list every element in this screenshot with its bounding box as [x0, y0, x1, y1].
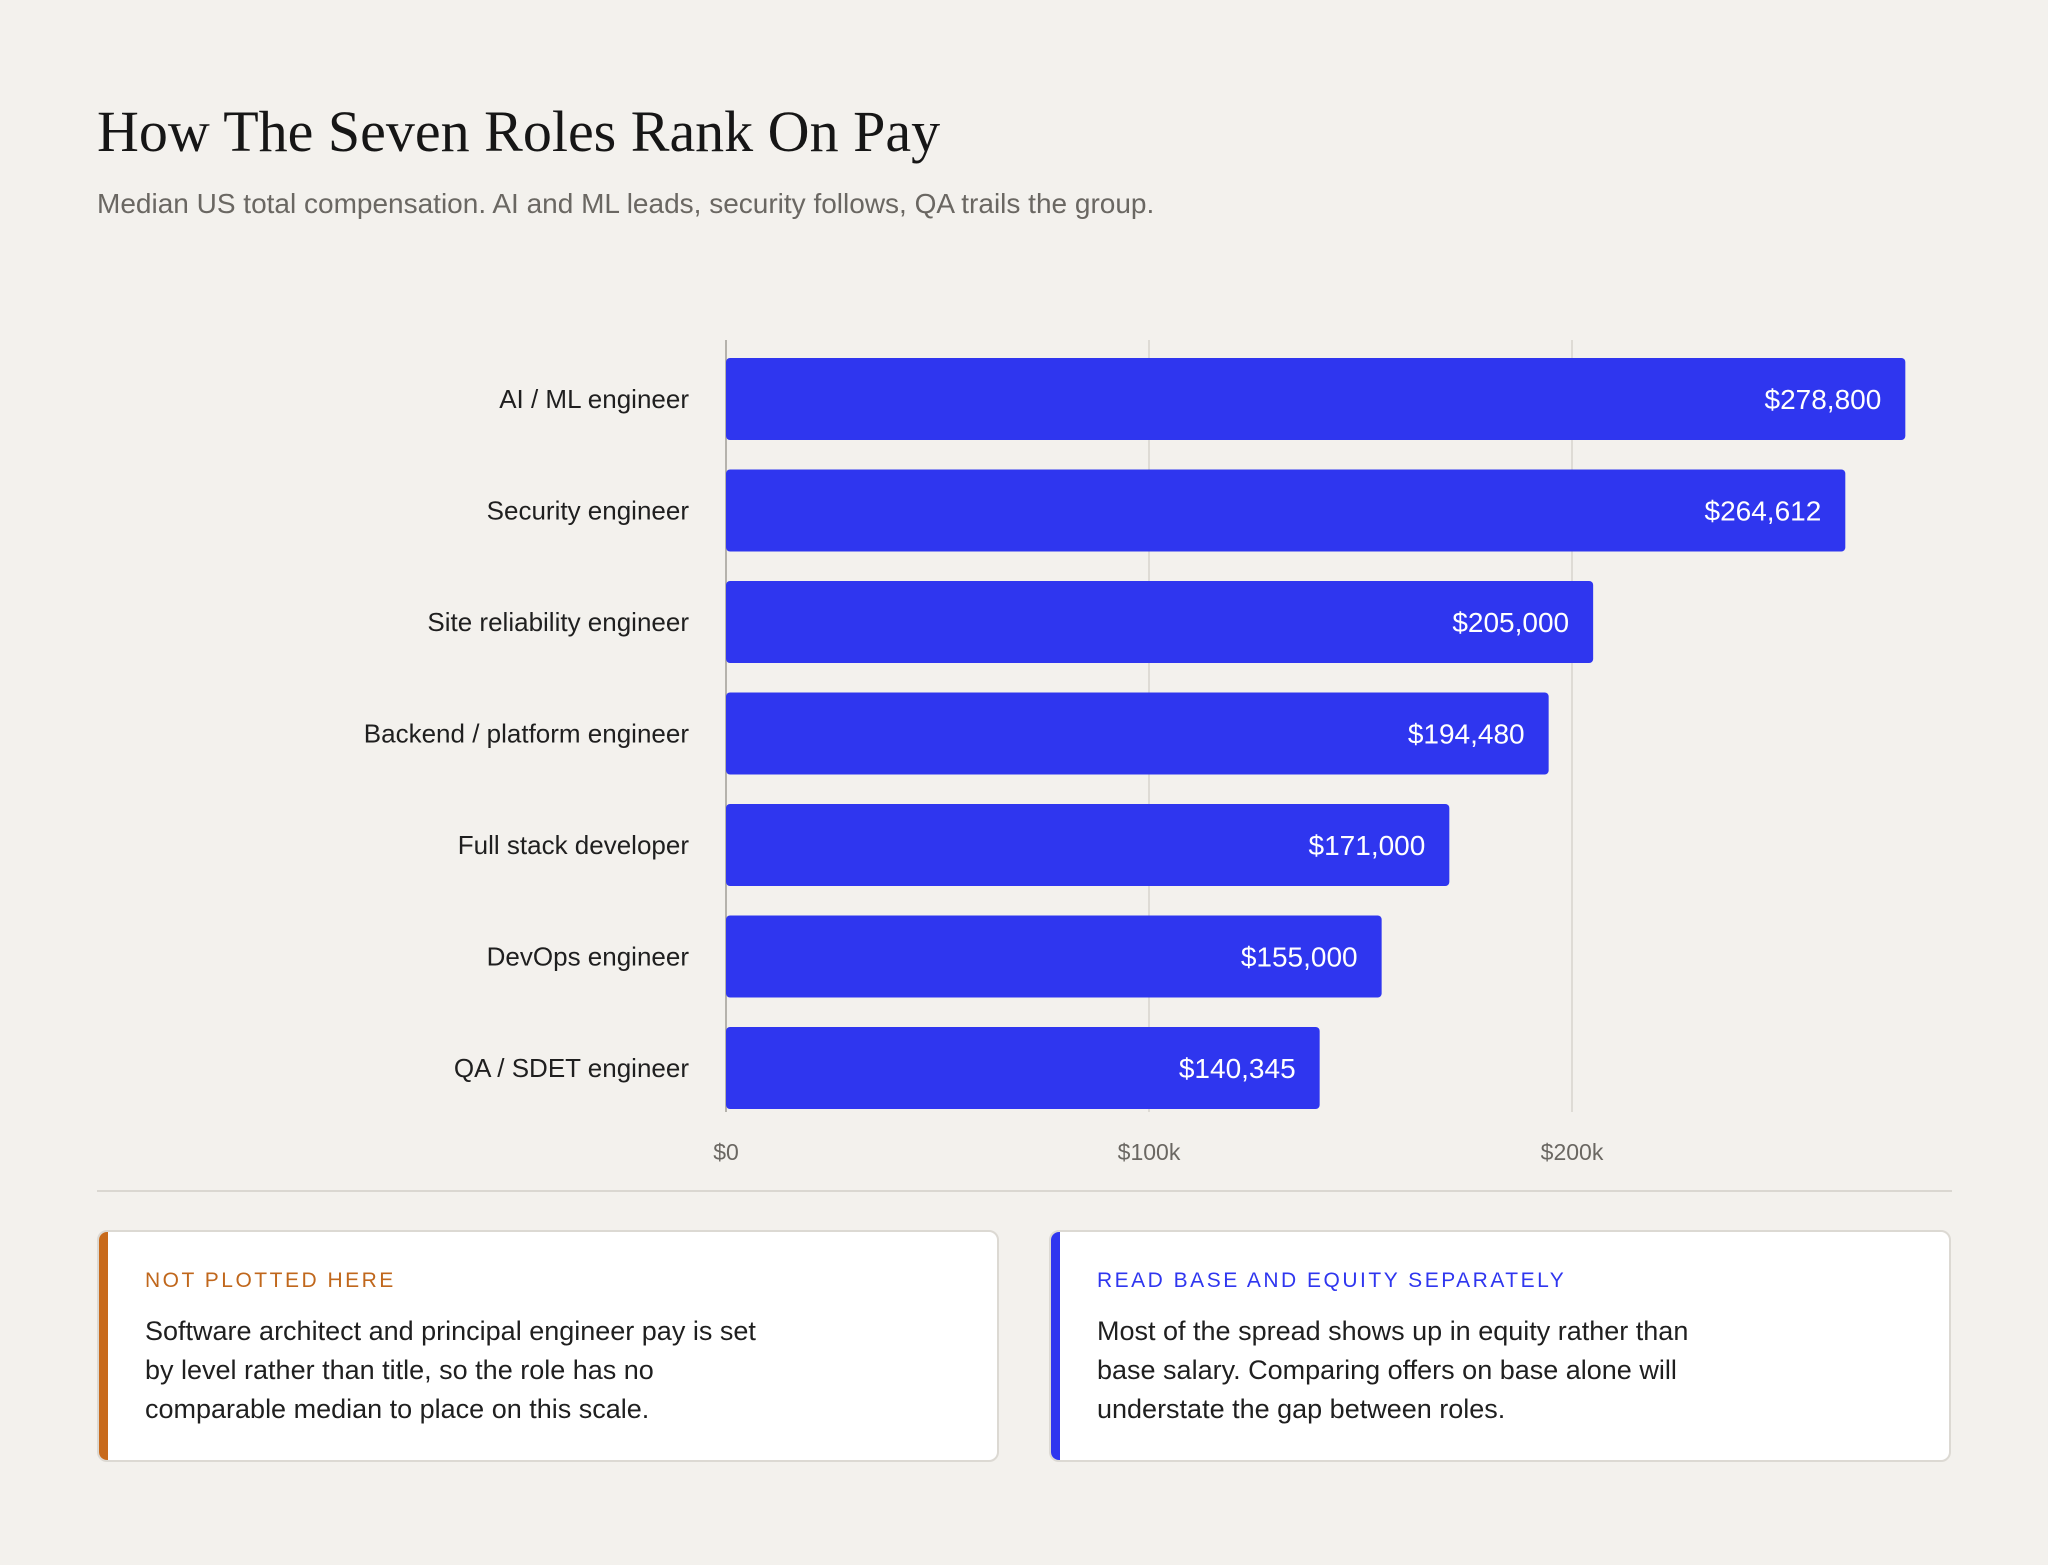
bar [726, 581, 1594, 663]
bar [726, 469, 1846, 552]
note-card-base-equity: Read base and equity separately Most of … [1049, 1230, 1951, 1462]
bar-value-label: $264,612 [1705, 496, 1822, 527]
category-label: Full stack developer [458, 830, 690, 860]
x-tick-label: $100k [1118, 1139, 1181, 1165]
bar-value-label: $155,000 [1241, 942, 1358, 973]
bar [726, 915, 1382, 998]
x-tick-label: $0 [713, 1139, 739, 1165]
bar-chart: $278,800 $264,612 $205,000 $194,480 $171,000… [364, 340, 1906, 1165]
bar [726, 804, 1450, 886]
section-divider [97, 1190, 1952, 1192]
category-label: Site reliability engineer [427, 607, 689, 637]
x-tick-label: $200k [1541, 1139, 1604, 1165]
bar-value-label: $278,800 [1765, 384, 1882, 415]
bar-value-label: $140,345 [1179, 1053, 1296, 1084]
category-label: Backend / platform engineer [364, 719, 690, 749]
category-labels: AI / ML engineer Security engineer Site re… [364, 384, 690, 1083]
note-body: Software architect and principal enginee… [145, 1316, 756, 1424]
bar [726, 1027, 1320, 1109]
bar-value-label: $194,480 [1408, 719, 1525, 750]
chart-subtitle: Median US total compensation. AI and ML … [97, 188, 1155, 219]
bar [726, 358, 1906, 440]
note-kicker: Read base and equity separately [1097, 1269, 1567, 1292]
category-label: DevOps engineer [487, 942, 690, 972]
x-axis-ticks: $0 $100k $200k [713, 1139, 1604, 1165]
note-kicker: Not plotted here [145, 1269, 396, 1292]
bars: $278,800 $264,612 $205,000 $194,480 $171,000… [726, 358, 1906, 1109]
category-label: QA / SDET engineer [454, 1053, 689, 1083]
chart-title: How The Seven Roles Rank On Pay [97, 99, 941, 164]
note-body: Most of the spread shows up in equity ra… [1097, 1316, 1689, 1424]
bar [726, 692, 1549, 775]
category-label: AI / ML engineer [499, 384, 689, 414]
category-label: Security engineer [487, 496, 690, 526]
note-card-not-plotted: Not plotted here Software architect and … [97, 1230, 999, 1462]
bar-value-label: $205,000 [1452, 607, 1569, 638]
bar-value-label: $171,000 [1309, 830, 1426, 861]
